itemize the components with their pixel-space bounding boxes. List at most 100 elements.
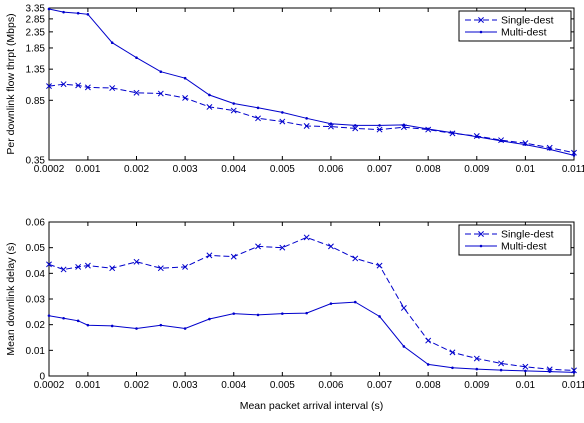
chart2-series-single-dest-point (376, 262, 383, 269)
chart1-x-tick-label: 0.007 (367, 164, 392, 175)
chart2-series-single-dest-point (109, 265, 116, 272)
chart1-series-multi-dest-point (305, 117, 308, 120)
chart2-y-tick-label: 0 (39, 372, 45, 383)
chart1-x-tick-label: 0.0002 (34, 164, 65, 175)
chart1-series-single-dest-point (279, 118, 286, 125)
chart2-x-tick-label: 0.009 (464, 380, 489, 391)
chart2-x-axis-label: Mean packet arrival interval (s) (240, 400, 384, 412)
chart1-x-tick-label: 0.001 (75, 164, 100, 175)
chart2-y-tick-label: 0.03 (26, 295, 46, 306)
chart2-series-multi-dest-point (378, 315, 381, 318)
chart2-series-single-dest-point (206, 252, 213, 259)
chart2-series-single-dest-point (230, 253, 237, 260)
chart1-x-tick-label: 0.006 (318, 164, 343, 175)
chart1-series-multi-dest-point (86, 13, 90, 16)
chart2-legend-multi-dest-marker (479, 244, 483, 248)
chart2-x-tick-label: 0.002 (124, 380, 149, 391)
chart1-series-multi-dest-point (329, 122, 333, 126)
chart2-series-single-dest-point (473, 355, 480, 362)
chart1-series-multi-dest-point (183, 76, 187, 80)
chart2-series-multi-dest-point (135, 327, 138, 330)
chart1-series-multi-dest-point (62, 10, 65, 14)
chart1-y-tick-label: 3.35 (26, 4, 46, 15)
chart2-series-single-dest-point (522, 363, 529, 370)
chart1-series-multi-dest-point (256, 106, 260, 110)
chart1-y-tick-label: 0.85 (26, 96, 46, 107)
chart2-series-single-dest-point (327, 243, 334, 250)
chart2-series-single-dest-point (425, 337, 432, 344)
chart1-series-single-dest-point (157, 90, 164, 97)
chart1-series-single-dest-point (303, 123, 310, 129)
chart1-x-tick-label: 0.009 (464, 164, 489, 175)
chart1-series-multi-dest-point (572, 154, 576, 157)
chart2-series-single-dest-point (157, 265, 164, 272)
chart2-series-multi-dest-point (76, 319, 80, 323)
chart1-series-multi-dest-point (159, 70, 163, 73)
chart2-series-multi-dest-point (524, 369, 527, 373)
chart1-y-tick-label: 1.85 (26, 43, 46, 54)
chart1-legend-multi-dest-marker (479, 30, 483, 34)
chart2-series-multi-dest-point (47, 314, 51, 317)
chart1-x-tick-label: 0.004 (221, 164, 246, 175)
chart2-series-multi-dest-point (451, 366, 454, 370)
chart1-y-axis-label: Per downlink flow thrpt (Mbps) (5, 13, 17, 154)
chart2-series-single-dest-point (352, 255, 359, 262)
chart2-series-multi-dest-point (256, 313, 260, 317)
chart1-series-single-dest-point (84, 84, 91, 91)
chart2-x-tick-label: 0.004 (221, 380, 246, 391)
chart1-legend-multi-dest-label: Multi-dest (501, 27, 547, 39)
chart2-series-single-dest-point (60, 266, 67, 273)
chart1-series-multi-dest-point (451, 131, 454, 135)
chart2-series-single-dest-point (84, 262, 91, 269)
chart2-x-tick-label: 0.003 (173, 380, 198, 391)
chart2-series-single-dest-point (498, 360, 505, 367)
chart2-series-multi-dest-point (86, 323, 90, 327)
chart1-legend-single-dest-marker (478, 17, 484, 23)
chart2-series-multi-dest-point (548, 370, 551, 373)
chart1-series-single-dest-point (571, 149, 577, 156)
chart1-x-tick-label: 0.003 (173, 164, 198, 175)
chart2-series-multi-dest-point (329, 302, 333, 305)
chart2-series-single-dest-point (400, 305, 407, 311)
chart1-y-tick-label: 2.85 (26, 14, 46, 25)
chart1-series-single-dest-point (46, 83, 52, 90)
chart2-series-multi-dest-point (281, 312, 284, 315)
chart1-series-single-dest-point (327, 123, 334, 130)
chart2-series-multi-dest-point (353, 300, 357, 304)
chart2-series-single-dest-point (303, 234, 310, 241)
chart1-series-multi-dest-line (48, 8, 575, 156)
chart2-x-tick-label: 0.0002 (34, 380, 65, 391)
chart2-x-tick-label: 0.01 (516, 380, 536, 391)
chart1-series-single-dest-point (206, 103, 213, 110)
chart2-series-multi-dest-point (426, 363, 430, 366)
chart2-series-multi-dest-point (499, 368, 503, 372)
chart2-x-tick-label: 0.006 (318, 380, 343, 391)
chart1-y-tick-label: 1.35 (26, 65, 46, 76)
chart2-x-tick-label: 0.005 (270, 380, 295, 391)
chart2-series-single-dest-point (46, 261, 52, 268)
chart2-series-single-dest-point (449, 349, 456, 356)
chart1-series-multi-dest-point (47, 7, 51, 11)
chart1-x-tick-label: 0.005 (270, 164, 295, 175)
chart2-y-tick-label: 0.06 (26, 218, 46, 229)
chart1-x-tick-label: 0.008 (416, 164, 441, 175)
chart1-legend-box (458, 10, 572, 42)
chart1-y-tick-label: 0.35 (26, 156, 46, 167)
chart1-series-multi-dest-point (402, 123, 406, 127)
chart2-y-tick-label: 0.02 (26, 320, 46, 331)
chart2-x-tick-label: 0.001 (75, 380, 100, 391)
chart2-series-single-dest-point (279, 244, 286, 251)
chart1-plot-frame (48, 7, 575, 161)
chart1-series-single-dest-line (48, 83, 575, 154)
chart2-legend-multi-dest-label: Multi-dest (501, 241, 547, 253)
chart1-series-single-dest-point (230, 107, 237, 114)
chart1-series-multi-dest-point (353, 124, 357, 127)
chart1-series-multi-dest-point (499, 139, 503, 143)
chart2-x-tick-label: 0.007 (367, 380, 392, 391)
chart1-series-multi-dest-point (208, 93, 211, 97)
chart2-series-multi-dest-point (159, 323, 163, 327)
chart1-series-multi-dest-point (135, 56, 138, 60)
chart2-series-multi-dest-point (402, 345, 406, 348)
chart1-x-tick-label: 0.01 (516, 164, 536, 175)
